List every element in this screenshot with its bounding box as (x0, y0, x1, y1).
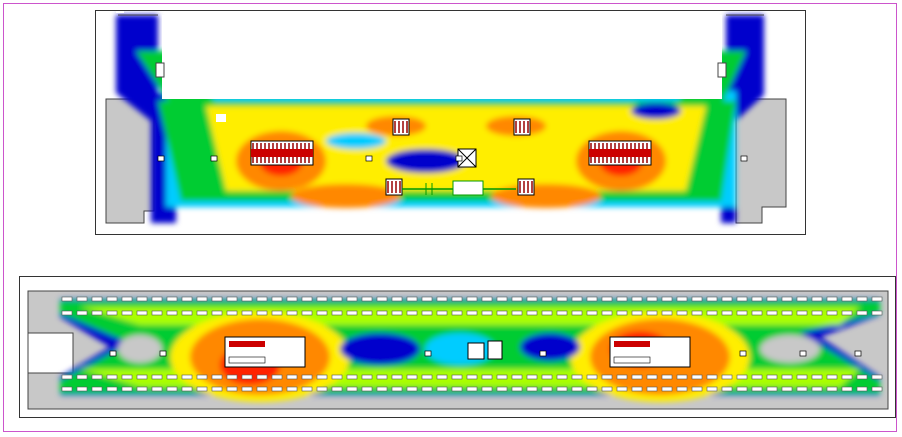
south-platform-edge-doors (61, 386, 883, 392)
lower-density-layer (60, 299, 880, 402)
column-2 (740, 155, 748, 162)
density-low-pocket-center (386, 149, 466, 173)
density-low-pocket-2 (520, 333, 580, 361)
upper-density-layer (116, 15, 764, 223)
lower-column-6 (854, 350, 862, 357)
lower-elevator-east (487, 340, 503, 360)
stair-south-east (517, 178, 535, 196)
west-end-void (27, 332, 74, 374)
lower-column-4 (739, 350, 747, 357)
stair-south-west (385, 178, 403, 196)
east-shaft-door (717, 62, 727, 78)
stair-north-east (513, 118, 531, 136)
upper-void (162, 15, 722, 99)
column-1 (210, 155, 218, 162)
stair-north-west (392, 118, 410, 136)
density-north-edge (80, 307, 860, 325)
lower-column-2 (424, 350, 432, 357)
density-cyan-pocket-west (326, 133, 386, 149)
density-low-pocket-northeast (631, 103, 681, 119)
density-low-pocket-1 (340, 333, 420, 365)
upper-level-plan-panel (95, 10, 806, 235)
west-open-floor (118, 335, 162, 363)
south-platform-screen-doors (61, 374, 883, 380)
figure-frame (3, 3, 897, 432)
upper-level-density-map (105, 11, 787, 224)
lower-elevator-west (467, 342, 485, 360)
lower-column-0 (109, 350, 117, 357)
lower-column-1 (159, 350, 167, 357)
north-platform-screen-doors (61, 310, 883, 316)
column-0 (157, 155, 165, 162)
north-platform-edge-doors (61, 296, 883, 302)
lower-level-plan-panel (19, 276, 896, 418)
ticket-booth (452, 180, 484, 196)
east-open-floor (760, 335, 820, 363)
column-4 (365, 155, 373, 162)
column-3 (455, 155, 463, 162)
west-shaft-door (155, 62, 165, 78)
lower-column-3 (539, 350, 547, 357)
lower-level-density-map (27, 290, 889, 410)
density-high-east-platform (491, 184, 601, 208)
density-high-west-platform (291, 184, 401, 208)
lower-column-5 (799, 350, 807, 357)
